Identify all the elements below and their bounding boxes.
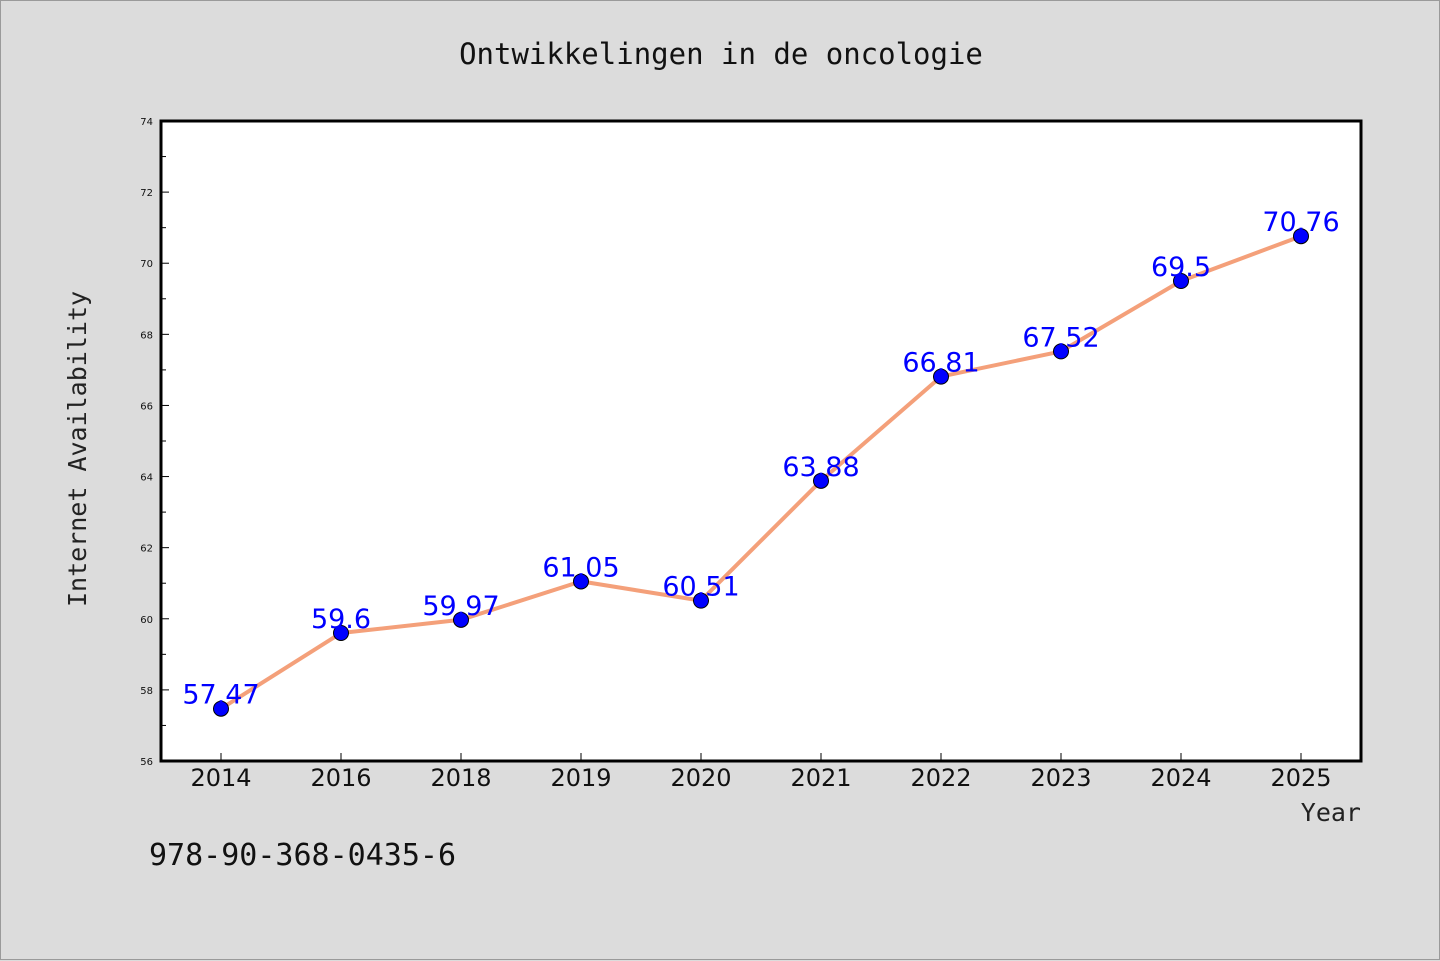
data-label-2014: 57.47 (182, 680, 259, 711)
y-tick-label: 74 (140, 117, 153, 128)
x-tick-label: 2025 (1270, 764, 1331, 792)
x-tick-label: 2021 (790, 764, 851, 792)
data-label-2018: 59.97 (422, 591, 499, 622)
data-point-2014 (213, 700, 229, 717)
y-tick-label: 64 (140, 473, 153, 484)
data-label-2025: 70.76 (1262, 207, 1339, 238)
x-tick-label: 2024 (1150, 764, 1211, 792)
chart-title: Ontwikkelingen in de oncologie (459, 37, 983, 71)
x-tick-label: 2014 (190, 764, 251, 792)
x-tick-label: 2016 (310, 764, 371, 792)
series-line (219, 234, 1303, 711)
plot-frame (159, 119, 1363, 763)
x-tick-label: 2018 (430, 764, 491, 792)
x-tick-label: 2020 (670, 764, 731, 792)
data-label-2021: 63.88 (782, 452, 859, 483)
y-tick-label: 58 (140, 686, 153, 697)
y-axis: 56 58 60 62 64 66 68 70 72 74 (140, 117, 169, 768)
x-axis: 2014 2016 2018 2019 2020 2021 2022 2023 2024 2025 (190, 753, 1332, 792)
data-point-2018 (453, 611, 469, 628)
y-tick-label: 56 (140, 757, 153, 768)
data-point-2025 (1293, 228, 1309, 245)
data-label-2023: 67.52 (1022, 322, 1099, 353)
x-axis-label: Year (1301, 798, 1361, 827)
data-label-2022: 66.81 (902, 348, 979, 379)
isbn-text: 978-90-368-0435-6 (149, 838, 456, 873)
y-tick-label: 62 (140, 544, 153, 555)
data-label-2019: 61.05 (542, 552, 619, 583)
data-point-2022 (933, 368, 949, 385)
data-label-2016: 59.6 (311, 604, 371, 635)
data-point-2016 (333, 625, 349, 641)
y-tick-label: 66 (140, 401, 153, 412)
y-tick-label: 68 (140, 330, 153, 341)
data-labels: 57.47 59.6 59.97 61.05 60.51 63.88 66.81 67.52 6… (182, 207, 1339, 711)
data-point-2024 (1173, 273, 1189, 289)
y-tick-label: 70 (140, 259, 153, 270)
x-tick-label: 2019 (550, 764, 611, 792)
x-tick-label: 2023 (1030, 764, 1091, 792)
y-tick-label: 60 (140, 615, 153, 626)
series-markers (213, 228, 1309, 717)
data-label-2024: 69.5 (1151, 252, 1211, 283)
data-point-2021 (813, 472, 829, 489)
data-point-2019 (573, 573, 589, 590)
data-point-2020 (693, 592, 709, 609)
plot-area (161, 121, 1361, 761)
y-axis-label: Internet Availability (63, 291, 92, 607)
x-tick-label: 2022 (910, 764, 971, 792)
y-tick-label: 72 (140, 188, 153, 199)
data-point-2023 (1053, 343, 1069, 360)
data-label-2020: 60.51 (662, 572, 739, 603)
